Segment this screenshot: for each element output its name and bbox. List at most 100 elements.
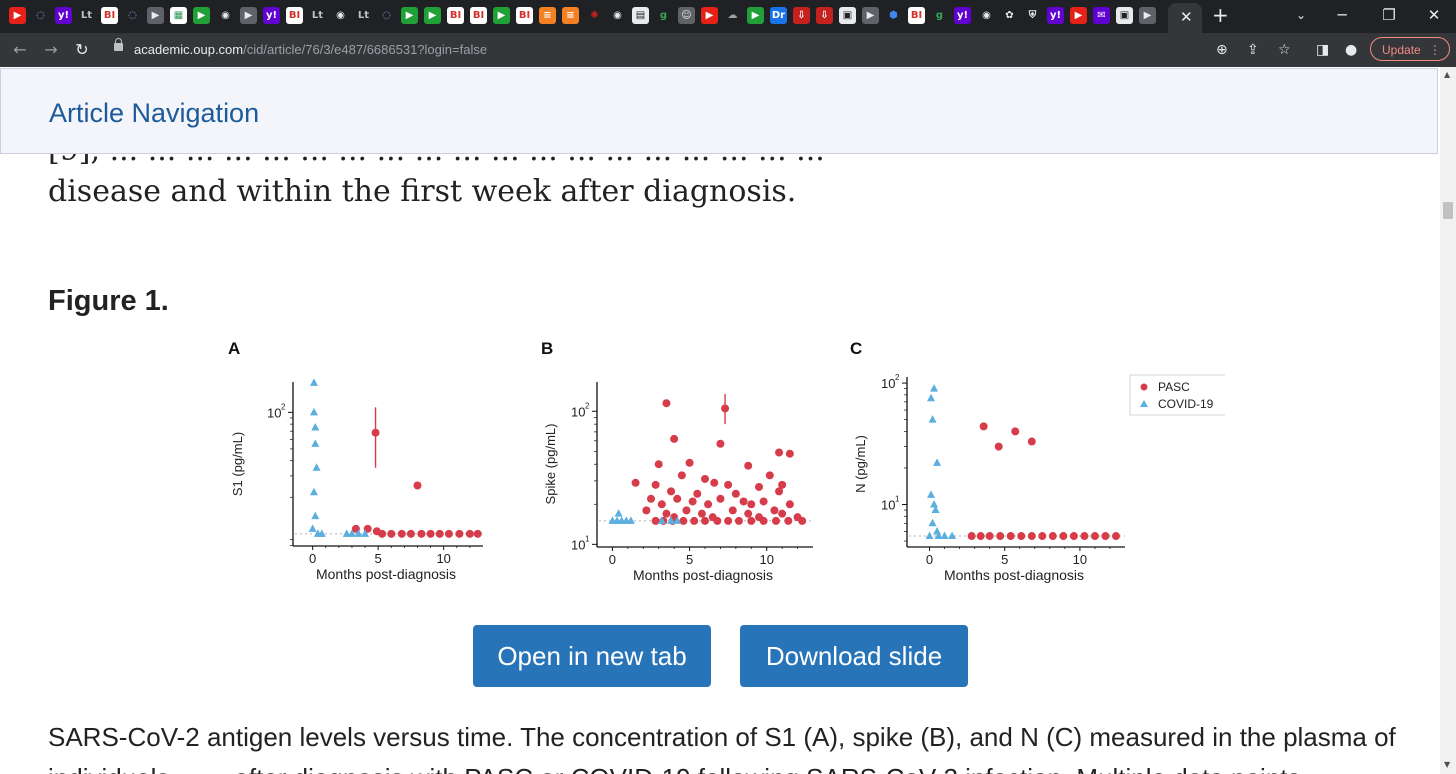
reload-button[interactable]: ↻ <box>75 40 89 59</box>
portrait-icon[interactable]: ☺ <box>678 7 695 24</box>
pasc-data-point <box>713 516 722 525</box>
square-logo-icon[interactable]: ▣ <box>1116 7 1133 24</box>
download-slide-button[interactable]: Download slide <box>740 625 968 687</box>
globe-icon[interactable]: ◉ <box>332 7 349 24</box>
shield-icon[interactable]: ◌ <box>124 7 141 24</box>
pasc-data-point <box>1048 532 1057 541</box>
tab-search-button[interactable]: ⌄ <box>1296 8 1307 22</box>
pasc-data-point <box>771 516 780 525</box>
zoom-icon[interactable]: ⊕ <box>1216 42 1228 58</box>
pasc-data-point <box>371 428 380 437</box>
pasc-data-point <box>654 460 663 469</box>
minimize-button[interactable]: ─ <box>1337 6 1347 24</box>
hexagon-icon[interactable]: ⬢ <box>885 7 902 24</box>
play-arrow-icon[interactable]: ▶ <box>147 7 164 24</box>
y-tick-label: 10 <box>267 405 281 420</box>
covid-data-point <box>317 529 326 537</box>
scroll-up-arrow-icon[interactable]: ▲ <box>1444 70 1451 79</box>
download-icon[interactable]: ⇩ <box>816 7 833 24</box>
article-navigation-label[interactable]: Article Navigation <box>49 98 260 128</box>
news-icon[interactable]: ▤ <box>632 7 649 24</box>
play-circle-icon[interactable]: ▶ <box>401 7 418 24</box>
y-tick-label: 10 <box>571 537 585 552</box>
lawfare-icon[interactable]: Lt <box>355 7 372 24</box>
covid-data-point <box>342 529 351 537</box>
play-arrow-icon[interactable]: ▶ <box>240 7 257 24</box>
x-tick-label: 0 <box>309 551 316 566</box>
close-tab-icon[interactable]: ✕ <box>1180 8 1193 26</box>
page-content: Article Navigation [9], ... ... ... ... … <box>0 67 1440 774</box>
crest-icon[interactable]: ⛨ <box>1024 7 1041 24</box>
play-arrow-icon[interactable]: ▶ <box>1139 7 1156 24</box>
business-insider-icon[interactable]: BI <box>447 7 464 24</box>
business-insider-icon[interactable]: BI <box>286 7 303 24</box>
g-letter-icon[interactable]: g <box>655 7 672 24</box>
close-window-button[interactable]: ✕ <box>1427 6 1441 24</box>
globe-icon[interactable]: ◉ <box>609 7 626 24</box>
restore-button[interactable]: ❐ <box>1382 6 1396 24</box>
mail-icon[interactable]: ✉ <box>1093 7 1110 24</box>
pasc-data-point <box>1006 532 1015 541</box>
page-scrollbar[interactable]: ▲ ▼ <box>1440 67 1456 774</box>
bookmark-star-icon[interactable]: ☆ <box>1278 42 1291 58</box>
business-insider-icon[interactable]: BI <box>516 7 533 24</box>
g-letter-icon[interactable]: g <box>931 7 948 24</box>
play-circle-icon[interactable]: ▶ <box>424 7 441 24</box>
scrollbar-thumb[interactable] <box>1443 202 1453 219</box>
youtube-icon[interactable]: ▶ <box>1070 7 1087 24</box>
covid-data-point <box>925 531 934 540</box>
x-tick-label: 10 <box>1073 552 1087 567</box>
lawfare-icon[interactable]: Lt <box>78 7 95 24</box>
url-text[interactable]: academic.oup.com/cid/article/76/3/e487/6… <box>134 41 487 59</box>
business-insider-icon[interactable]: BI <box>101 7 118 24</box>
dr-icon[interactable]: Dr <box>770 7 787 24</box>
scroll-down-arrow-icon[interactable]: ▼ <box>1444 760 1451 769</box>
radial-icon[interactable]: ✺ <box>586 7 603 24</box>
yahoo-icon[interactable]: y! <box>954 7 971 24</box>
download-icon[interactable]: ⇩ <box>793 7 810 24</box>
back-button[interactable]: ← <box>13 40 27 59</box>
y-tick-exponent: 2 <box>895 373 900 382</box>
yahoo-icon[interactable]: y! <box>55 7 72 24</box>
pasc-data-point <box>1080 532 1089 541</box>
pasc-data-point <box>744 461 753 470</box>
open-in-new-tab-button[interactable]: Open in new tab <box>473 625 711 687</box>
covid-data-point <box>657 516 666 524</box>
play-circle-icon[interactable]: ▶ <box>193 7 210 24</box>
play-arrow-icon[interactable]: ▶ <box>862 7 879 24</box>
globe-icon[interactable]: ◉ <box>978 7 995 24</box>
pasc-data-point <box>465 529 474 538</box>
business-insider-icon[interactable]: BI <box>470 7 487 24</box>
active-tab[interactable]: ✕ <box>1168 3 1202 33</box>
globe-icon[interactable]: ◉ <box>217 7 234 24</box>
yahoo-icon[interactable]: y! <box>263 7 280 24</box>
address-bar[interactable]: academic.oup.com/cid/article/76/3/e487/6… <box>101 37 1301 63</box>
side-panel-icon[interactable]: ◨ <box>1316 42 1330 58</box>
pasc-data-point <box>724 480 733 489</box>
x-tick-label: 5 <box>686 552 693 567</box>
play-circle-icon[interactable]: ▶ <box>747 7 764 24</box>
grid-icon[interactable]: ▦ <box>170 7 187 24</box>
shield-icon[interactable]: ◌ <box>378 7 395 24</box>
stack-icon[interactable]: ≡ <box>562 7 579 24</box>
y-tick-exponent: 1 <box>895 495 900 504</box>
play-circle-icon[interactable]: ▶ <box>493 7 510 24</box>
square-logo-icon[interactable]: ▣ <box>839 7 856 24</box>
yahoo-icon[interactable]: y! <box>1047 7 1064 24</box>
lock-icon[interactable] <box>114 38 123 51</box>
new-tab-button[interactable]: + <box>1212 3 1229 27</box>
crest-icon[interactable]: ✿ <box>1001 7 1018 24</box>
youtube-icon[interactable]: ▶ <box>701 7 718 24</box>
cloud-icon[interactable]: ☁ <box>724 7 741 24</box>
shield-icon[interactable]: ◌ <box>32 7 49 24</box>
stack-icon[interactable]: ≡ <box>539 7 556 24</box>
article-navigation-bar[interactable]: Article Navigation <box>0 68 1438 154</box>
youtube-icon[interactable]: ▶ <box>9 7 26 24</box>
update-button[interactable]: Update ⋮ <box>1370 37 1450 61</box>
business-insider-icon[interactable]: BI <box>908 7 925 24</box>
profile-icon[interactable]: ● <box>1345 42 1358 58</box>
forward-button[interactable]: → <box>44 40 58 59</box>
lawfare-icon[interactable]: Lt <box>309 7 326 24</box>
share-icon[interactable]: ⇪ <box>1247 42 1259 58</box>
pasc-data-point <box>728 506 737 515</box>
